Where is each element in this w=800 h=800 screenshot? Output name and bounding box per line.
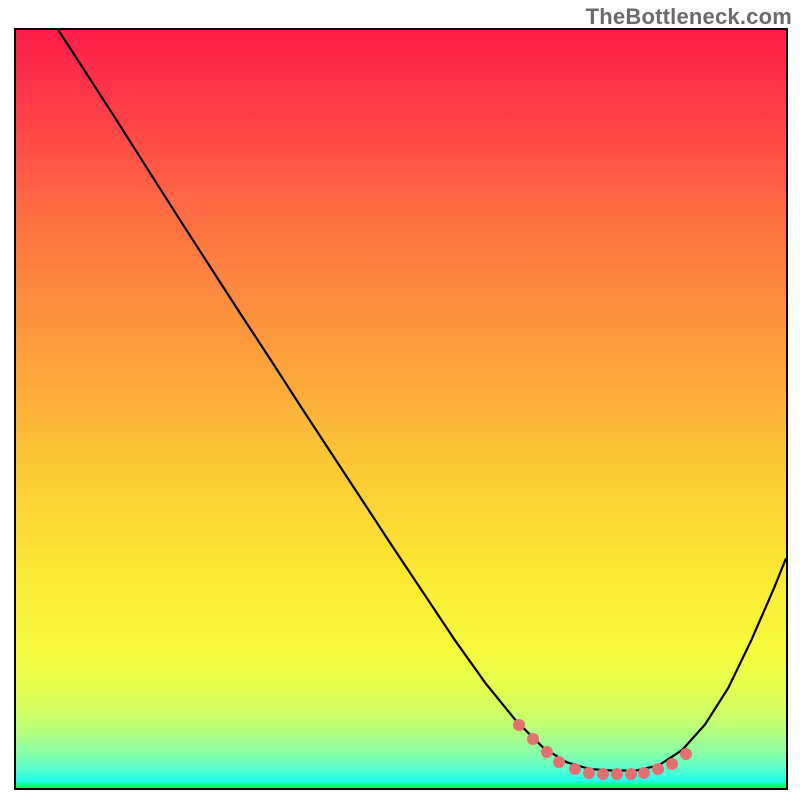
bottleneck-chart: TheBottleneck.com [0, 0, 800, 800]
plot-area [14, 28, 788, 790]
gradient-background [16, 30, 786, 788]
watermark-text: TheBottleneck.com [586, 4, 792, 30]
